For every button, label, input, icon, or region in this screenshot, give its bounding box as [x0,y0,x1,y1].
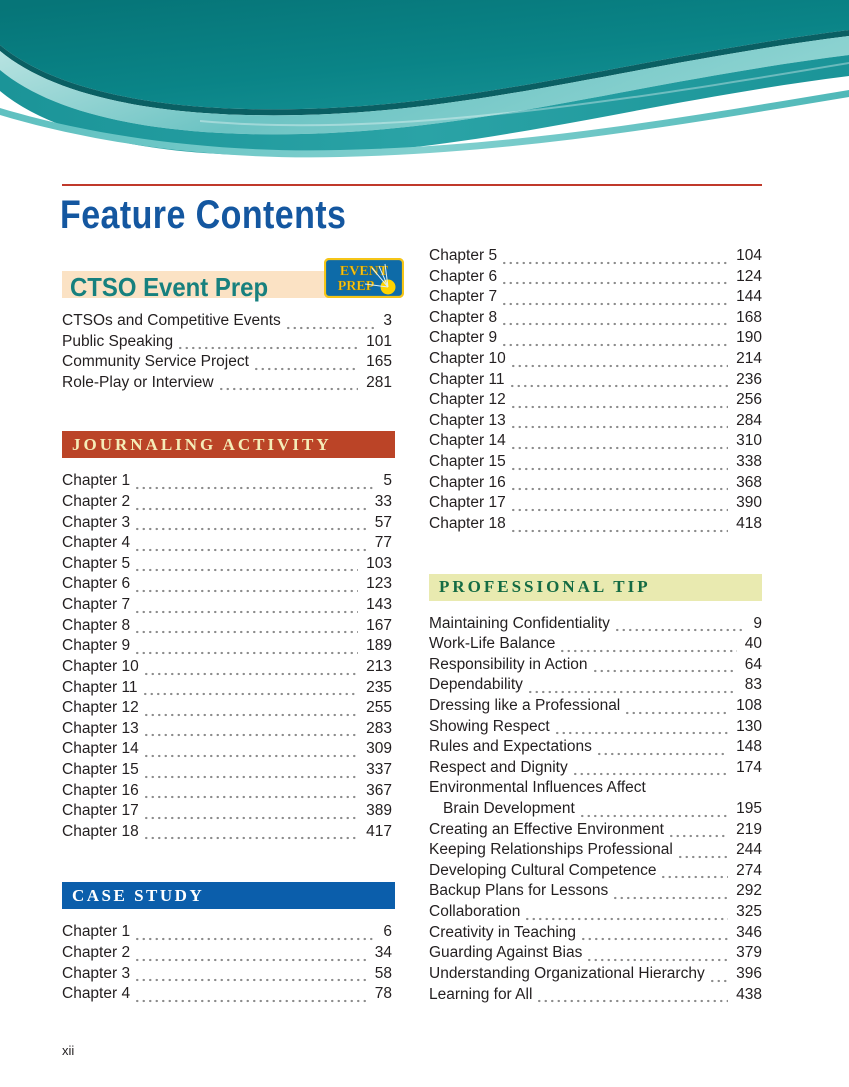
svg-text:PREP: PREP [338,279,375,294]
